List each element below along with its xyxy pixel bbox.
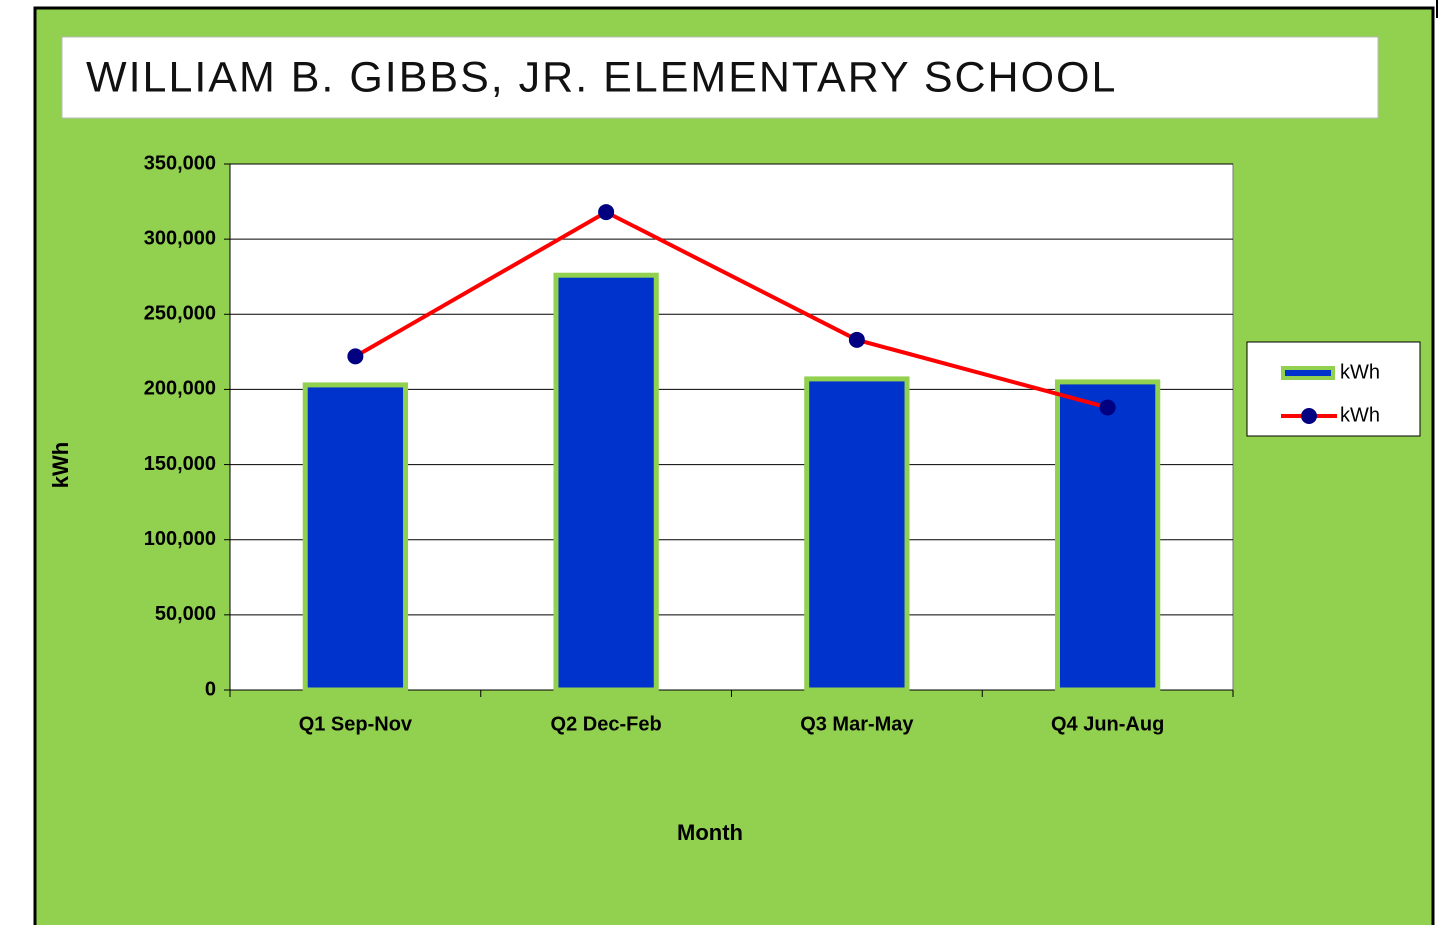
bar <box>302 382 409 693</box>
y-tick-label: 350,000 <box>144 152 216 174</box>
line-marker <box>1099 399 1116 416</box>
line <box>354 209 1109 410</box>
x-tick-label: Q2 Dec-Feb <box>551 713 662 735</box>
title-box <box>61 36 1379 119</box>
line-marker <box>347 348 364 365</box>
y-tick-label: 0 <box>205 678 216 700</box>
y-tick-label: 50,000 <box>155 603 216 625</box>
y-tick-label: 100,000 <box>144 528 216 550</box>
bar <box>1054 379 1161 693</box>
y-tick-label: 250,000 <box>144 303 216 325</box>
legend <box>1246 341 1421 437</box>
legend-marker <box>1301 408 1317 424</box>
legend-label: kWh <box>1340 404 1380 426</box>
line-marker <box>598 204 615 221</box>
y-tick-label: 300,000 <box>144 227 216 249</box>
chart-title: WILLIAM B. GIBBS, JR. ELEMENTARY SCHOOL <box>86 53 1117 101</box>
x-tick-label: Q1 Sep-Nov <box>299 713 413 735</box>
x-tick-label: Q4 Jun-Aug <box>1051 713 1164 735</box>
bar <box>804 376 910 693</box>
x-tick-label: Q3 Mar-May <box>800 713 914 735</box>
x-axis-label: Month <box>677 820 743 845</box>
legend-swatch <box>1281 366 1335 380</box>
line-marker <box>848 331 865 348</box>
y-tick-label: 150,000 <box>144 453 216 475</box>
y-tick-label: 200,000 <box>144 378 216 400</box>
bar <box>553 272 659 693</box>
y-axis-label: kWh <box>48 442 73 488</box>
legend-label: kWh <box>1340 361 1380 383</box>
